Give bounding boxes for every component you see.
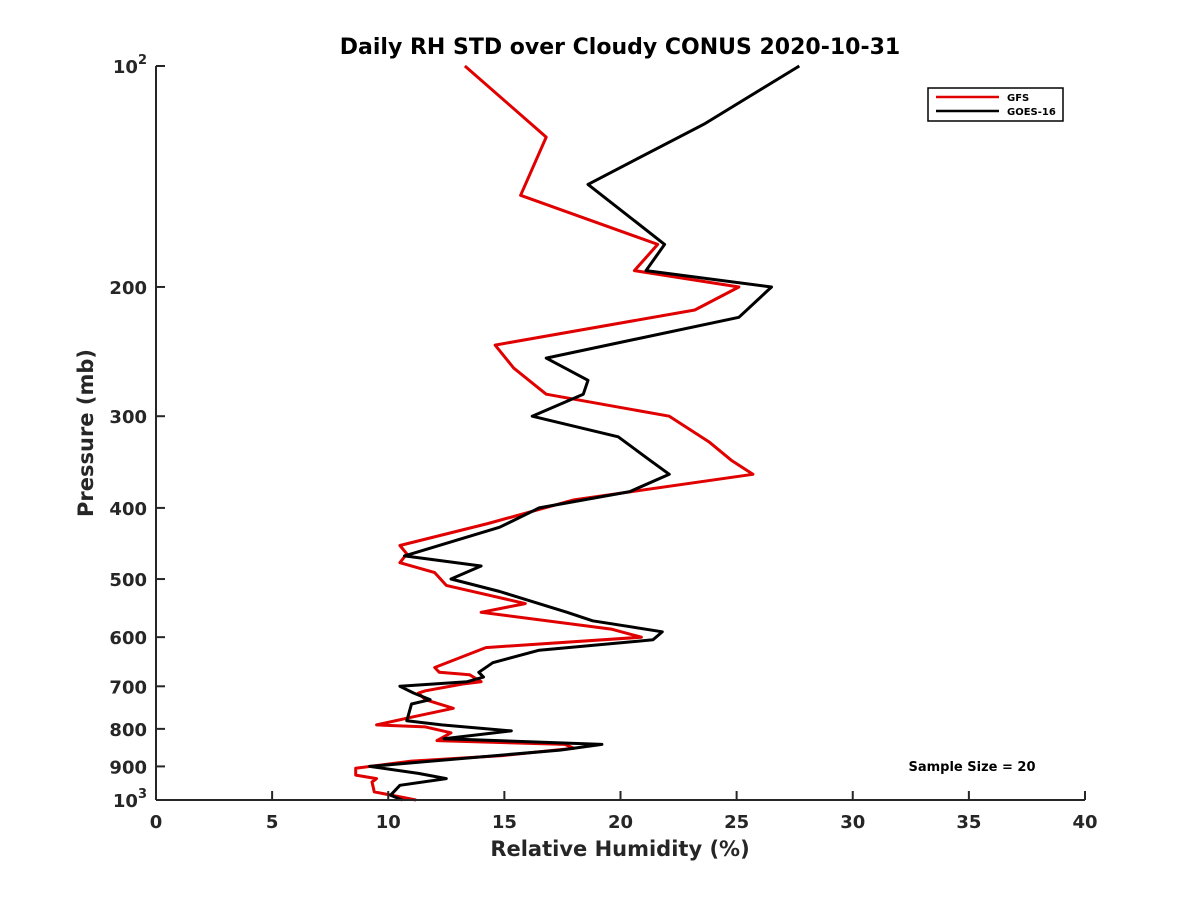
y-tick-label: 900: [109, 757, 147, 778]
y-tick-label: 600: [109, 628, 147, 649]
legend: GFS GOES-16: [927, 87, 1064, 122]
y-tick-label: 800: [109, 720, 147, 741]
x-axis-ticks: 0 5 10 15 20 25 30 35 40: [150, 791, 1098, 833]
series-line-goes16: [368, 64, 801, 802]
y-tick-label: 400: [109, 499, 147, 520]
x-axis-label: Relative Humidity (%): [490, 837, 749, 861]
sample-size-annotation: Sample Size = 20: [908, 760, 1035, 775]
x-tick-label: 0: [150, 812, 163, 833]
x-tick-label: 10: [376, 812, 401, 833]
y-tick-label: 200: [109, 278, 147, 299]
x-tick-label: 20: [608, 812, 633, 833]
legend-label-goes16: GOES-16: [1007, 107, 1056, 118]
chart-title: Daily RH STD over Cloudy CONUS 2020-10-3…: [340, 35, 900, 60]
y-tick-label: 700: [109, 677, 147, 698]
x-tick-label: 25: [724, 812, 749, 833]
x-tick-label: 5: [266, 812, 279, 833]
y-tick-label: 300: [109, 407, 147, 428]
x-tick-label: 40: [1072, 812, 1097, 833]
x-tick-label: 15: [492, 812, 517, 833]
y-axis-label: Pressure (mb): [74, 349, 98, 517]
y-tick-label: 500: [109, 570, 147, 591]
series-lines: [354, 64, 801, 802]
x-tick-label: 35: [956, 812, 981, 833]
x-tick-label: 30: [840, 812, 865, 833]
legend-box: [927, 87, 1064, 122]
legend-label-gfs: GFS: [1007, 93, 1029, 104]
